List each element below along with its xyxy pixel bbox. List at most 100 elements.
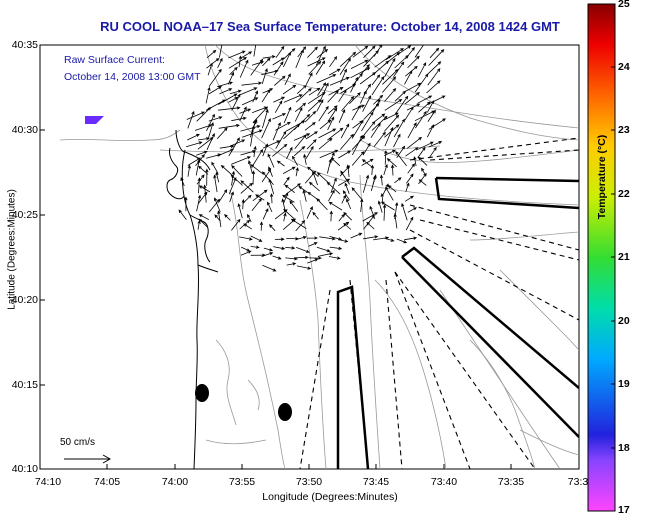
- current-vector: [252, 106, 269, 123]
- current-vector: [262, 55, 276, 59]
- current-vector: [211, 161, 219, 174]
- current-vector: [316, 172, 330, 184]
- current-vector: [328, 256, 341, 260]
- current-vector: [184, 196, 188, 212]
- current-vector: [341, 96, 355, 112]
- current-vector: [363, 45, 376, 59]
- current-vector: [405, 216, 414, 231]
- current-vector: [262, 57, 271, 67]
- current-vector: [207, 122, 214, 140]
- current-vector: [228, 137, 240, 157]
- current-vector: [293, 133, 311, 141]
- colorbar-tick-label: 24: [618, 61, 630, 73]
- current-vector: [196, 194, 202, 212]
- current-vector: [205, 168, 209, 186]
- current-vector: [273, 96, 286, 103]
- current-vector: [230, 174, 243, 186]
- current-vector: [327, 116, 335, 131]
- scale-label: 50 cm/s: [60, 437, 96, 448]
- current-vector: [206, 58, 220, 69]
- y-tick-label: 40:30: [11, 124, 38, 136]
- current-vector: [407, 207, 417, 213]
- current-vector: [343, 222, 352, 230]
- current-vector: [261, 168, 272, 183]
- current-vector: [328, 68, 341, 76]
- current-vector: [315, 60, 326, 75]
- current-vector: [296, 247, 310, 253]
- current-vector: [370, 122, 381, 138]
- current-vector: [390, 164, 395, 176]
- current-vector: [340, 68, 347, 84]
- current-vector: [228, 96, 239, 103]
- current-vector: [290, 218, 307, 229]
- current-vector: [372, 98, 381, 112]
- current-vector: [185, 141, 203, 148]
- current-vector: [237, 203, 243, 219]
- current-vector: [407, 163, 416, 174]
- current-vector: [295, 87, 312, 103]
- current-vector: [339, 57, 351, 76]
- current-vector: [198, 214, 209, 220]
- current-vector: [289, 200, 299, 212]
- current-vector: [252, 90, 258, 103]
- current-vector: [295, 220, 306, 232]
- current-vector: [227, 71, 235, 85]
- current-vectors: [178, 45, 446, 272]
- current-vector: [252, 189, 268, 202]
- current-vector: [294, 107, 303, 122]
- current-vector: [407, 55, 420, 69]
- current-vector: [296, 265, 312, 270]
- current-vector: [229, 89, 242, 95]
- current-vector: [371, 76, 385, 96]
- current-vector: [251, 148, 264, 168]
- current-vector: [384, 126, 394, 147]
- current-vector: [218, 106, 241, 111]
- current-vector: [272, 143, 288, 157]
- current-vector: [427, 109, 436, 122]
- current-vector: [298, 185, 308, 193]
- colorbar-tick-label: 17: [618, 504, 630, 516]
- current-vector: [240, 150, 257, 156]
- marker-blob-1: [195, 384, 209, 402]
- current-vector: [327, 90, 339, 103]
- current-vector: [317, 252, 334, 257]
- current-vector: [316, 198, 328, 211]
- current-vector: [217, 81, 234, 87]
- current-vector: [305, 131, 318, 140]
- current-vector: [401, 202, 408, 221]
- current-vector: [283, 212, 287, 222]
- current-vector: [370, 174, 377, 192]
- x-tick-label: 73:55: [228, 476, 256, 488]
- current-vector: [393, 61, 405, 78]
- current-vector: [282, 166, 296, 174]
- current-vector: [196, 106, 212, 122]
- current-vector: [273, 246, 286, 250]
- current-vector: [197, 137, 210, 141]
- current-vector: [350, 232, 363, 239]
- current-vector: [239, 59, 249, 78]
- current-vector: [240, 180, 254, 193]
- current-vector: [307, 91, 326, 105]
- current-vector: [239, 106, 247, 122]
- current-vector: [214, 197, 221, 213]
- current-vector: [361, 111, 374, 132]
- current-vector: [250, 245, 260, 249]
- x-axis-label: Longitude (Degrees:Minutes): [262, 491, 398, 503]
- current-vector: [231, 165, 243, 177]
- current-vector: [231, 156, 251, 165]
- x-tick-label: 74:00: [161, 476, 189, 488]
- current-vector: [426, 124, 435, 138]
- colorbar-tick-label: 21: [618, 251, 630, 263]
- current-vector: [338, 178, 351, 186]
- colorbar-ticks: [611, 66, 615, 449]
- current-vector: [406, 173, 414, 184]
- current-vector: [250, 58, 264, 76]
- x-tick-label: 74:05: [93, 476, 121, 488]
- current-vector: [268, 224, 276, 232]
- current-vector: [362, 212, 378, 222]
- current-vector: [241, 81, 263, 86]
- current-vector: [219, 88, 233, 95]
- current-vector: [206, 132, 215, 151]
- current-vector: [329, 246, 343, 250]
